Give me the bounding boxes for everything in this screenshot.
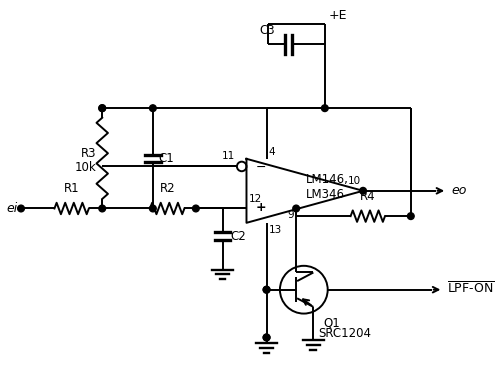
Text: C1: C1: [159, 152, 174, 165]
Circle shape: [99, 105, 106, 112]
Text: R3: R3: [81, 147, 96, 160]
Text: $\overline{\rm LPF\text{-}ON}$: $\overline{\rm LPF\text{-}ON}$: [447, 281, 495, 296]
Circle shape: [321, 105, 328, 112]
Text: 11: 11: [222, 151, 235, 161]
Text: −: −: [256, 161, 266, 174]
Circle shape: [263, 286, 270, 293]
Text: LM146,: LM146,: [306, 173, 349, 186]
Circle shape: [99, 105, 106, 112]
Circle shape: [408, 213, 414, 220]
Text: 13: 13: [268, 225, 282, 235]
Text: C2: C2: [230, 230, 246, 243]
Text: C3: C3: [259, 23, 275, 36]
Text: 10: 10: [348, 176, 361, 186]
Text: 10k: 10k: [75, 161, 96, 174]
Circle shape: [150, 205, 156, 212]
Circle shape: [263, 334, 270, 341]
Text: 4: 4: [268, 147, 275, 157]
Text: +: +: [256, 201, 266, 214]
Circle shape: [263, 286, 270, 293]
Text: 12: 12: [249, 194, 261, 204]
Text: +E: +E: [329, 9, 347, 22]
Circle shape: [293, 205, 299, 212]
Text: R2: R2: [159, 182, 175, 195]
Circle shape: [17, 205, 24, 212]
Circle shape: [150, 105, 156, 112]
Text: SRC1204: SRC1204: [318, 327, 371, 340]
Text: Q1: Q1: [323, 316, 340, 329]
Text: ei: ei: [7, 202, 18, 215]
Text: R4: R4: [360, 190, 376, 203]
Circle shape: [263, 334, 270, 341]
Text: R1: R1: [64, 182, 79, 195]
Circle shape: [193, 205, 199, 212]
Text: eo: eo: [451, 184, 466, 197]
Circle shape: [360, 187, 366, 194]
Text: 9: 9: [287, 210, 294, 220]
Text: LM346: LM346: [306, 188, 345, 201]
Circle shape: [99, 205, 106, 212]
